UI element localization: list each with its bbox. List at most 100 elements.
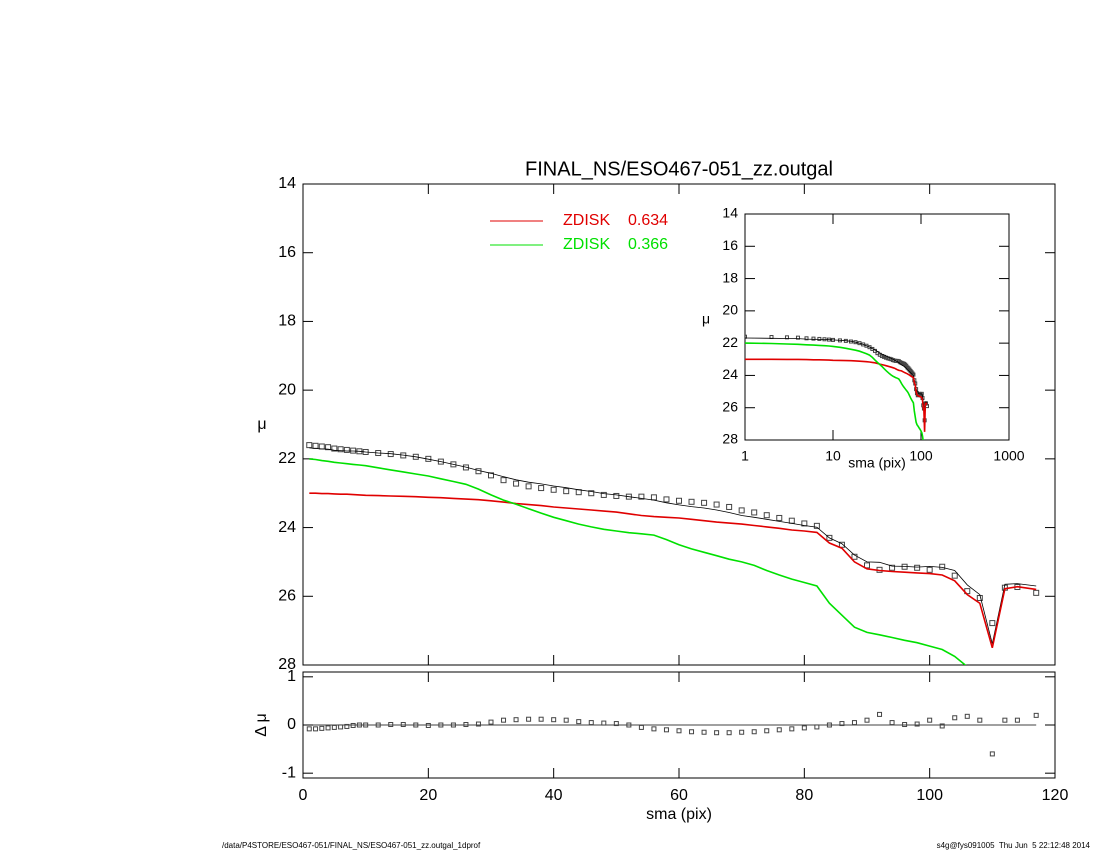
residual-point <box>331 724 337 730</box>
data-point <box>588 490 595 497</box>
y-tick-label: 20 <box>278 381 296 398</box>
y-tick-label: 24 <box>722 366 738 382</box>
data-point <box>663 496 670 503</box>
legend-value: 0.366 <box>628 236 668 253</box>
y-tick-label: 22 <box>278 450 296 467</box>
residual-point <box>714 730 720 736</box>
x-tick-label: 20 <box>419 787 437 804</box>
residual-point <box>701 729 707 735</box>
residual-point <box>563 717 569 723</box>
model-line <box>309 447 1037 644</box>
component-line <box>309 492 1037 649</box>
residual-point <box>413 722 419 728</box>
y-axis-label: μ <box>257 416 266 433</box>
residual-point <box>638 724 644 730</box>
residual-point <box>801 725 807 731</box>
data-point <box>525 483 532 490</box>
residual-point <box>651 726 657 732</box>
residual-point <box>363 722 369 728</box>
data-point <box>751 509 758 516</box>
data-point <box>788 517 795 524</box>
data-point <box>337 446 344 453</box>
x-tick-label: 80 <box>795 787 813 804</box>
residual-point <box>864 717 870 723</box>
data-point <box>331 445 338 452</box>
x-tick-label: 100 <box>916 787 943 804</box>
residual-point <box>601 720 607 726</box>
data-point <box>318 443 325 450</box>
residual-point <box>776 727 782 733</box>
data-point <box>650 494 657 501</box>
y-tick-label: 14 <box>278 175 296 192</box>
residual-point <box>889 720 895 726</box>
residual-point <box>689 729 695 735</box>
residual-point <box>676 728 682 734</box>
data-point <box>676 497 682 504</box>
residual-point <box>1002 717 1008 723</box>
legend-value: 0.634 <box>628 212 668 229</box>
residual-point <box>313 726 319 732</box>
data-point <box>437 458 444 465</box>
data-point <box>450 461 457 468</box>
data-point <box>550 486 557 493</box>
residual-point <box>438 722 444 728</box>
data-point <box>500 477 507 484</box>
data-point <box>813 522 820 529</box>
data-point <box>889 564 896 571</box>
data-point <box>563 488 570 495</box>
data-point <box>989 620 996 627</box>
x-tick-label: 1000 <box>993 448 1024 464</box>
residual-point <box>789 726 795 732</box>
inset-y-label: μ <box>702 311 710 327</box>
component-line <box>309 458 967 665</box>
footer-left: /data/P4STORE/ESO467-051/FINAL_NS/ESO467… <box>222 841 481 850</box>
data-point <box>801 520 808 527</box>
data-point <box>600 491 607 498</box>
x-axis-label: sma (pix) <box>646 806 712 823</box>
residual-point <box>325 725 331 731</box>
data-point <box>738 507 745 514</box>
residual-point <box>826 722 832 728</box>
x-tick-label: 0 <box>299 787 308 804</box>
y-tick-label: 18 <box>722 269 738 285</box>
data-point <box>688 498 695 505</box>
residual-point <box>588 720 594 726</box>
footer-right: s4g@fys091005 Thu Jun 5 22:12:48 2014 <box>937 841 1091 850</box>
residual-point <box>501 717 507 723</box>
residual-point <box>551 717 557 723</box>
residual-point <box>877 711 883 717</box>
data-point <box>914 564 921 571</box>
data-point <box>343 446 350 453</box>
residual-point <box>914 721 920 727</box>
residual-point <box>764 728 770 734</box>
y-tick-label: -1 <box>282 764 296 781</box>
component-line <box>745 358 928 432</box>
chart-title: FINAL_NS/ESO467-051_zz.outgal <box>525 158 833 180</box>
residual-point <box>344 723 350 729</box>
residual-point <box>964 713 970 719</box>
residual-point <box>726 730 732 736</box>
y-tick-label: 26 <box>278 588 296 605</box>
residual-point <box>356 722 362 728</box>
data-point <box>325 444 332 451</box>
plot-area <box>745 334 930 440</box>
residual-point <box>902 722 908 728</box>
residual-point <box>814 724 820 730</box>
data-point <box>976 595 983 602</box>
residual-point <box>839 721 845 727</box>
residual-point <box>450 722 456 728</box>
residual-point <box>526 716 532 722</box>
data-point <box>763 512 770 519</box>
data-point <box>776 514 783 521</box>
data-point <box>811 336 816 341</box>
y-tick-label: 24 <box>278 519 296 536</box>
residual-point <box>306 726 312 732</box>
y-tick-label: 28 <box>278 656 296 673</box>
data-point <box>879 354 884 359</box>
x-tick-label: 120 <box>1042 787 1069 804</box>
plot-area <box>306 711 1039 757</box>
y-tick-label: 18 <box>278 313 296 330</box>
data-point <box>926 566 933 573</box>
data-point <box>312 442 319 449</box>
